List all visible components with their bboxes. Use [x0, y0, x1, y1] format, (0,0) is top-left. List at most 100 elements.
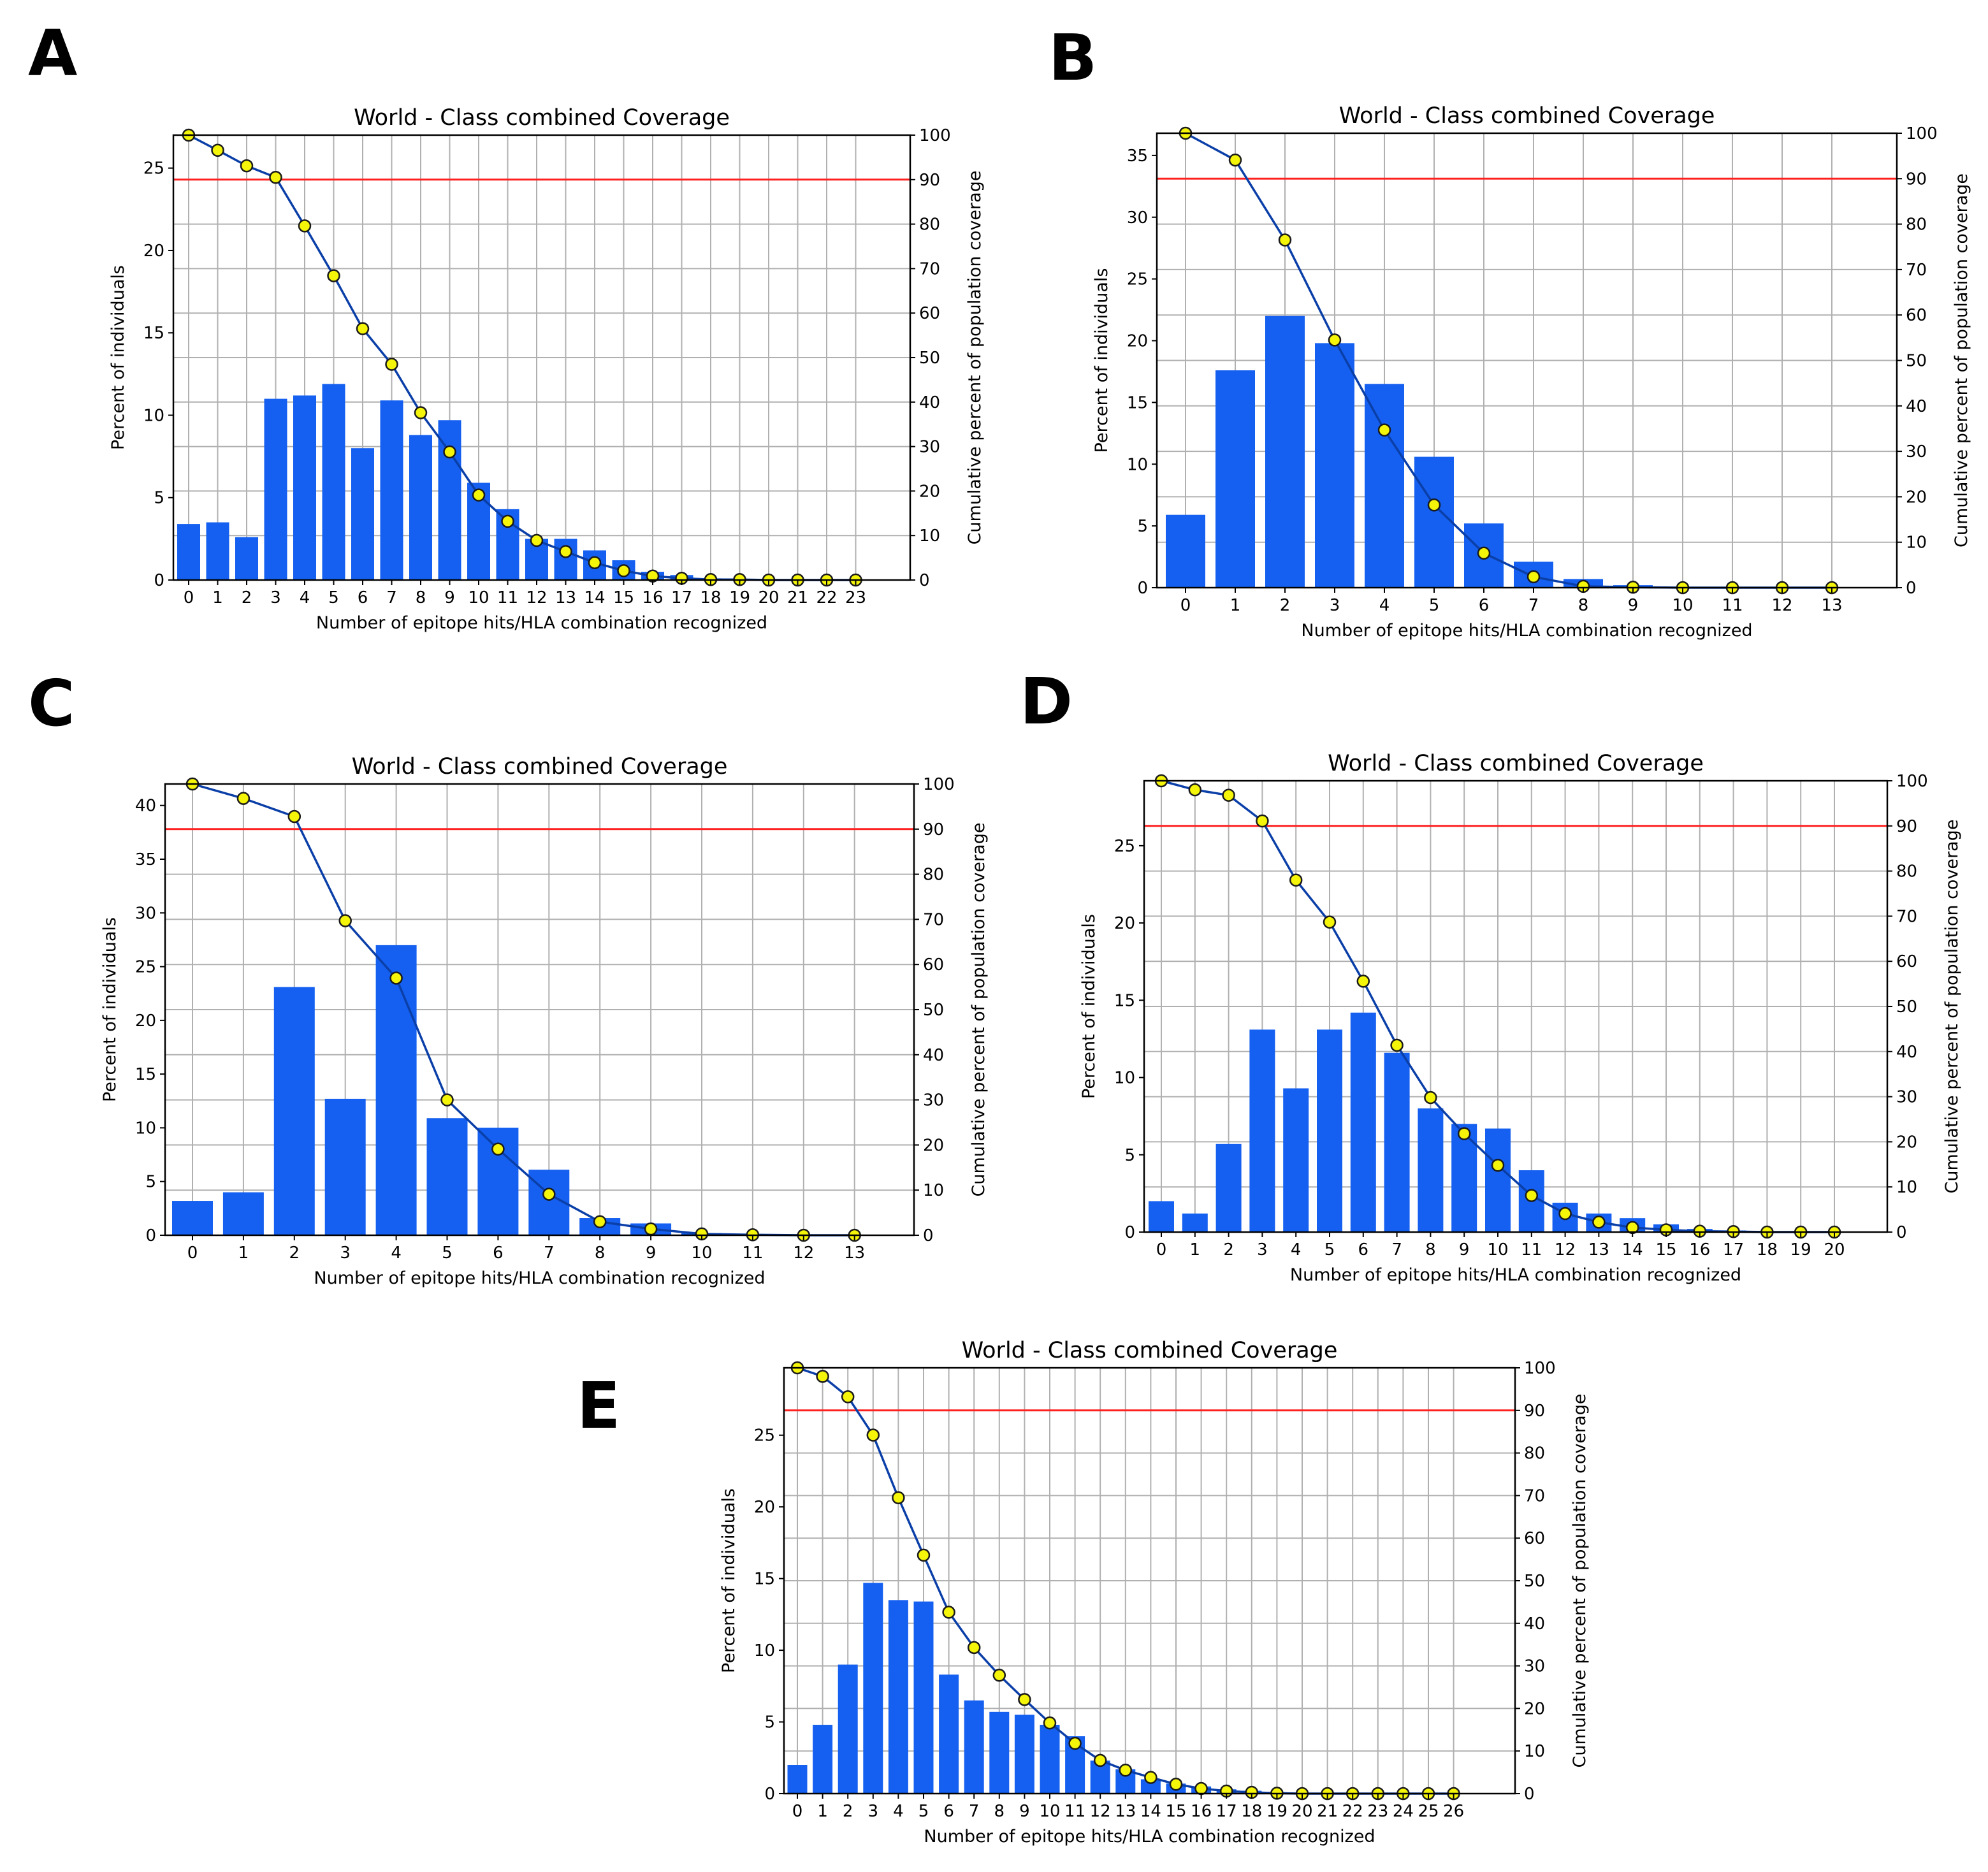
bar-2 [838, 1664, 858, 1794]
y-right-tick-label: 60 [1896, 952, 1917, 971]
y-left-tick-label: 0 [1124, 1223, 1135, 1242]
chart-title: World - Class combined Coverage [1339, 103, 1715, 129]
cumulative-point-7 [1527, 570, 1541, 584]
x-tick-label: 14 [1140, 1802, 1161, 1821]
y-right-tick-label: 0 [919, 571, 930, 590]
cumulative-point-4 [892, 1491, 905, 1504]
x-tick-label: 17 [1723, 1240, 1744, 1259]
y-left-tick-label: 0 [764, 1785, 775, 1804]
cumulative-point-4 [1289, 873, 1303, 887]
cumulative-point-8 [1424, 1091, 1437, 1105]
bar-3 [264, 398, 287, 580]
x-tick-label: 2 [843, 1802, 853, 1821]
bar-8 [1418, 1108, 1444, 1232]
y-right-tick-label: 0 [1906, 579, 1917, 598]
cumulative-point-3 [1256, 814, 1269, 828]
x-tick-label: 8 [595, 1244, 606, 1263]
cumulative-point-6 [491, 1142, 505, 1156]
y-right-axis-label: Cumulative percent of population coverag… [1952, 173, 1971, 548]
y-left-tick-label: 35 [135, 850, 156, 869]
y-left-tick-label: 0 [154, 571, 164, 590]
bar-4 [888, 1600, 908, 1794]
y-left-tick-label: 20 [135, 1012, 156, 1031]
y-left-tick-label: 30 [1127, 208, 1148, 228]
bar-13 [554, 539, 577, 580]
y-right-tick-label: 0 [1896, 1223, 1907, 1242]
x-tick-label: 13 [1821, 596, 1842, 615]
cumulative-point-5 [440, 1093, 454, 1107]
y-right-tick-label: 40 [1906, 397, 1927, 416]
x-tick-label: 11 [497, 588, 518, 607]
x-tick-label: 16 [642, 588, 663, 607]
y-right-tick-label: 50 [1906, 352, 1927, 371]
bar-6 [1350, 1012, 1376, 1232]
x-tick-label: 8 [994, 1802, 1005, 1821]
x-tick-label: 13 [844, 1244, 865, 1263]
x-tick-label: 22 [816, 588, 837, 607]
y-left-tick-label: 5 [1124, 1146, 1135, 1165]
x-tick-label: 7 [1391, 1240, 1402, 1259]
cumulative-point-15 [617, 564, 630, 577]
cumulative-point-1 [236, 792, 250, 805]
cumulative-point-3 [338, 914, 352, 927]
y-right-tick-label: 0 [1524, 1785, 1535, 1804]
x-tick-label: 0 [1156, 1240, 1167, 1259]
y-right-tick-label: 90 [1524, 1402, 1545, 1421]
x-tick-label: 1 [212, 588, 223, 607]
bar-4 [293, 395, 316, 580]
bar-5 [1317, 1029, 1342, 1232]
x-tick-label: 9 [1019, 1802, 1030, 1821]
x-tick-label: 4 [1379, 596, 1390, 615]
y-left-tick-label: 0 [1137, 579, 1148, 598]
y-left-axis-label: Percent of individuals [1079, 914, 1099, 1099]
y-left-axis-label: Percent of individuals [719, 1488, 739, 1673]
y-right-tick-label: 30 [1896, 1088, 1917, 1107]
y-left-axis-label: Percent of individuals [100, 917, 120, 1102]
bar-1 [206, 522, 229, 580]
x-tick-label: 12 [1555, 1240, 1576, 1259]
cumulative-point-1 [211, 143, 224, 157]
bar-5 [1414, 456, 1454, 588]
bar-8 [409, 435, 432, 580]
cumulative-point-2 [1222, 788, 1235, 802]
y-left-tick-label: 25 [143, 159, 164, 178]
cumulative-point-11 [1068, 1736, 1082, 1750]
y-left-tick-label: 5 [154, 489, 164, 508]
x-tick-label: 3 [340, 1244, 351, 1263]
bar-2 [273, 987, 315, 1235]
cumulative-point-6 [942, 1606, 955, 1619]
y-left-tick-label: 25 [754, 1426, 775, 1446]
y-right-tick-label: 60 [1906, 306, 1927, 325]
y-right-tick-label: 60 [923, 955, 944, 975]
cumulative-point-2 [287, 809, 301, 824]
cumulative-point-12 [1558, 1207, 1572, 1221]
bar-5 [322, 384, 345, 580]
x-tick-label: 4 [1291, 1240, 1302, 1259]
x-tick-label: 19 [1266, 1802, 1288, 1821]
y-left-tick-label: 5 [1137, 517, 1148, 536]
y-right-tick-label: 90 [923, 820, 944, 839]
y-right-tick-label: 30 [919, 438, 940, 457]
y-right-tick-label: 70 [1524, 1486, 1545, 1506]
cumulative-point-4 [1377, 423, 1391, 437]
y-right-tick-label: 40 [1524, 1614, 1545, 1634]
cumulative-point-5 [1323, 915, 1337, 929]
x-tick-label: 4 [300, 588, 310, 607]
y-right-tick-label: 50 [919, 349, 940, 368]
x-tick-label: 11 [1722, 596, 1743, 615]
y-right-tick-label: 50 [923, 1001, 944, 1020]
cumulative-point-10 [472, 488, 486, 502]
cumulative-point-3 [1328, 333, 1342, 347]
x-tick-label: 0 [187, 1244, 198, 1263]
y-right-tick-label: 20 [919, 482, 940, 501]
cumulative-point-7 [967, 1641, 981, 1655]
x-tick-label: 20 [758, 588, 779, 607]
y-left-tick-label: 25 [135, 958, 156, 977]
x-tick-label: 3 [1257, 1240, 1268, 1259]
cumulative-point-2 [1278, 233, 1292, 247]
x-tick-label: 8 [416, 588, 426, 607]
y-right-tick-label: 70 [1896, 907, 1917, 926]
panel-letter: C [28, 666, 75, 741]
